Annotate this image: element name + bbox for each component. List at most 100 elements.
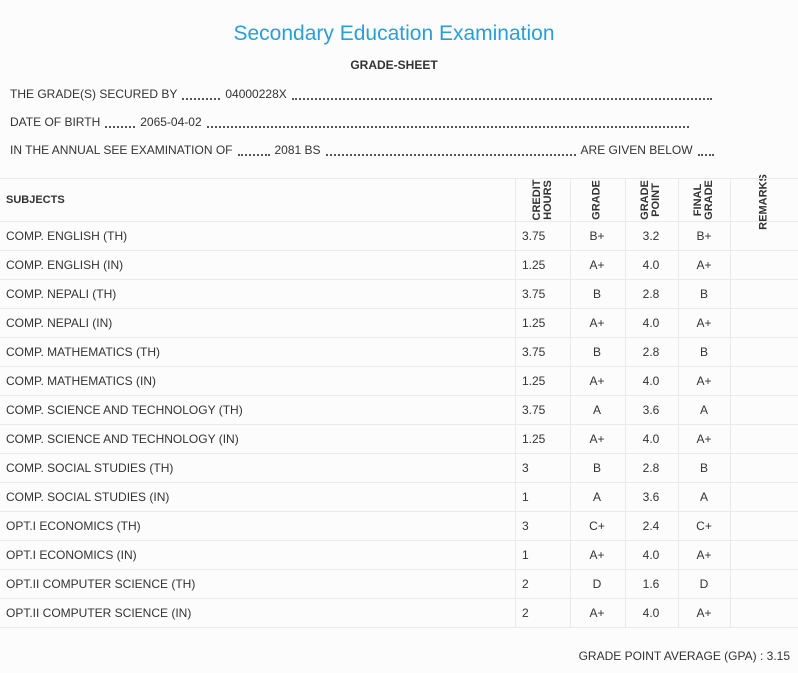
info-value: 2081 BS (274, 143, 321, 157)
grade-cell: 2.8 (642, 287, 660, 301)
grade-cell: A+ (696, 606, 712, 620)
grade-cell: A+ (589, 258, 605, 272)
grade-cell: A (592, 490, 601, 504)
subject: OPT.II COMPUTER SCIENCE (TH) (6, 577, 196, 591)
grade-cell: 4.0 (642, 374, 660, 388)
subtitle: GRADE-SHEET (350, 58, 438, 72)
grade-cell: B+ (589, 229, 605, 243)
info-line: THE GRADE(S) SECURED BY 04000228X (10, 87, 717, 103)
grade-cell: A+ (696, 432, 712, 446)
gpa-value: 3.15 (766, 649, 790, 663)
subject: OPT.I ECONOMICS (TH) (6, 519, 141, 533)
row-divider (0, 482, 798, 483)
subject: OPT.II COMPUTER SCIENCE (IN) (6, 606, 192, 620)
credit-hours: 3 (522, 461, 529, 475)
info-label: IN THE ANNUAL SEE EXAMINATION OF (10, 143, 233, 157)
grade-cell: D (592, 577, 602, 591)
grade-cell: B (699, 345, 708, 359)
row-divider (0, 308, 798, 309)
gpa: GRADE POINT AVERAGE (GPA) : 3.15 (579, 649, 790, 663)
grade-cell: A (699, 403, 708, 417)
subject: OPT.I ECONOMICS (IN) (6, 548, 137, 562)
credit-hours: 1 (522, 490, 529, 504)
column-divider (625, 178, 626, 628)
grade-cell: B (592, 461, 601, 475)
credit-hours: 1.25 (522, 258, 546, 272)
subject: COMP. SOCIAL STUDIES (TH) (6, 461, 174, 475)
grade-cell: C+ (589, 519, 605, 533)
grade-cell: 2.4 (642, 519, 660, 533)
row-divider (0, 178, 798, 179)
subject: COMP. SCIENCE AND TECHNOLOGY (TH) (6, 403, 243, 417)
credit-hours: 1.25 (522, 432, 546, 446)
credit-hours: 3 (522, 519, 529, 533)
column-divider (515, 178, 516, 628)
grade-cell: 4.0 (642, 258, 660, 272)
subject: COMP. ENGLISH (TH) (6, 229, 128, 243)
grade-cell: 4.0 (642, 432, 660, 446)
grade-cell: A (592, 403, 601, 417)
row-divider (0, 569, 798, 570)
grade-cell: A+ (589, 606, 605, 620)
row-divider (0, 395, 798, 396)
info-value: 04000228X (225, 87, 287, 101)
grade-cell: B (699, 461, 708, 475)
info-label: THE GRADE(S) SECURED BY (10, 87, 178, 101)
grade-cell: A+ (589, 548, 605, 562)
info-label: DATE OF BIRTH (10, 115, 101, 129)
row-divider (0, 250, 798, 251)
subject: COMP. MATHEMATICS (IN) (6, 374, 156, 388)
grade-cell: A+ (696, 548, 712, 562)
grade-cell: 4.0 (642, 316, 660, 330)
grade-cell: A+ (589, 374, 605, 388)
subject: COMP. SOCIAL STUDIES (IN) (6, 490, 170, 504)
row-divider (0, 511, 798, 512)
row-divider (0, 424, 798, 425)
grade-cell: 4.0 (642, 548, 660, 562)
credit-hours: 3.75 (522, 287, 546, 301)
subject: COMP. MATHEMATICS (TH) (6, 345, 160, 359)
subject: COMP. NEPALI (IN) (6, 316, 113, 330)
column-divider (678, 178, 679, 628)
grade-cell: 3.2 (642, 229, 660, 243)
grade-cell: 4.0 (642, 606, 660, 620)
credit-hours: 1.25 (522, 374, 546, 388)
credit-hours: 2 (522, 606, 529, 620)
credit-hours: 3.75 (522, 229, 546, 243)
grade-cell: B+ (696, 229, 712, 243)
grade-cell: A+ (589, 316, 605, 330)
column-header: FINAL GRADE (692, 180, 715, 220)
credit-hours: 3.75 (522, 345, 546, 359)
info-tail: ARE GIVEN BELOW (580, 143, 693, 157)
row-divider (0, 540, 798, 541)
row-divider (0, 279, 798, 280)
grade-cell: 2.8 (642, 461, 660, 475)
grade-cell: A (699, 490, 708, 504)
row-divider (0, 453, 798, 454)
subject: COMP. SCIENCE AND TECHNOLOGY (IN) (6, 432, 239, 446)
row-divider (0, 337, 798, 338)
credit-hours: 3.75 (522, 403, 546, 417)
grade-cell: D (699, 577, 709, 591)
column-header: CREDIT HOURS (531, 179, 554, 221)
grade-cell: A+ (589, 432, 605, 446)
grade-cell: B (592, 345, 601, 359)
grade-cell: 2.8 (642, 345, 660, 359)
credit-hours: 1 (522, 548, 529, 562)
row-divider (0, 366, 798, 367)
info-line: DATE OF BIRTH 2065-04-02 (10, 115, 694, 131)
column-header: GRADE (590, 180, 603, 220)
info-value: 2065-04-02 (140, 115, 202, 129)
info-line: IN THE ANNUAL SEE EXAMINATION OF 2081 BS… (10, 143, 719, 159)
subject: COMP. NEPALI (TH) (6, 287, 117, 301)
title: Secondary Education Examination (233, 22, 555, 45)
grade-cell: C+ (696, 519, 712, 533)
column-divider (570, 178, 571, 628)
grade-cell: A+ (696, 258, 712, 272)
grade-cell: B (592, 287, 601, 301)
column-header: GRADE POINT (639, 180, 662, 220)
column-divider (730, 178, 731, 628)
row-divider (0, 221, 798, 222)
subject: COMP. ENGLISH (IN) (6, 258, 124, 272)
grade-cell: B (699, 287, 708, 301)
